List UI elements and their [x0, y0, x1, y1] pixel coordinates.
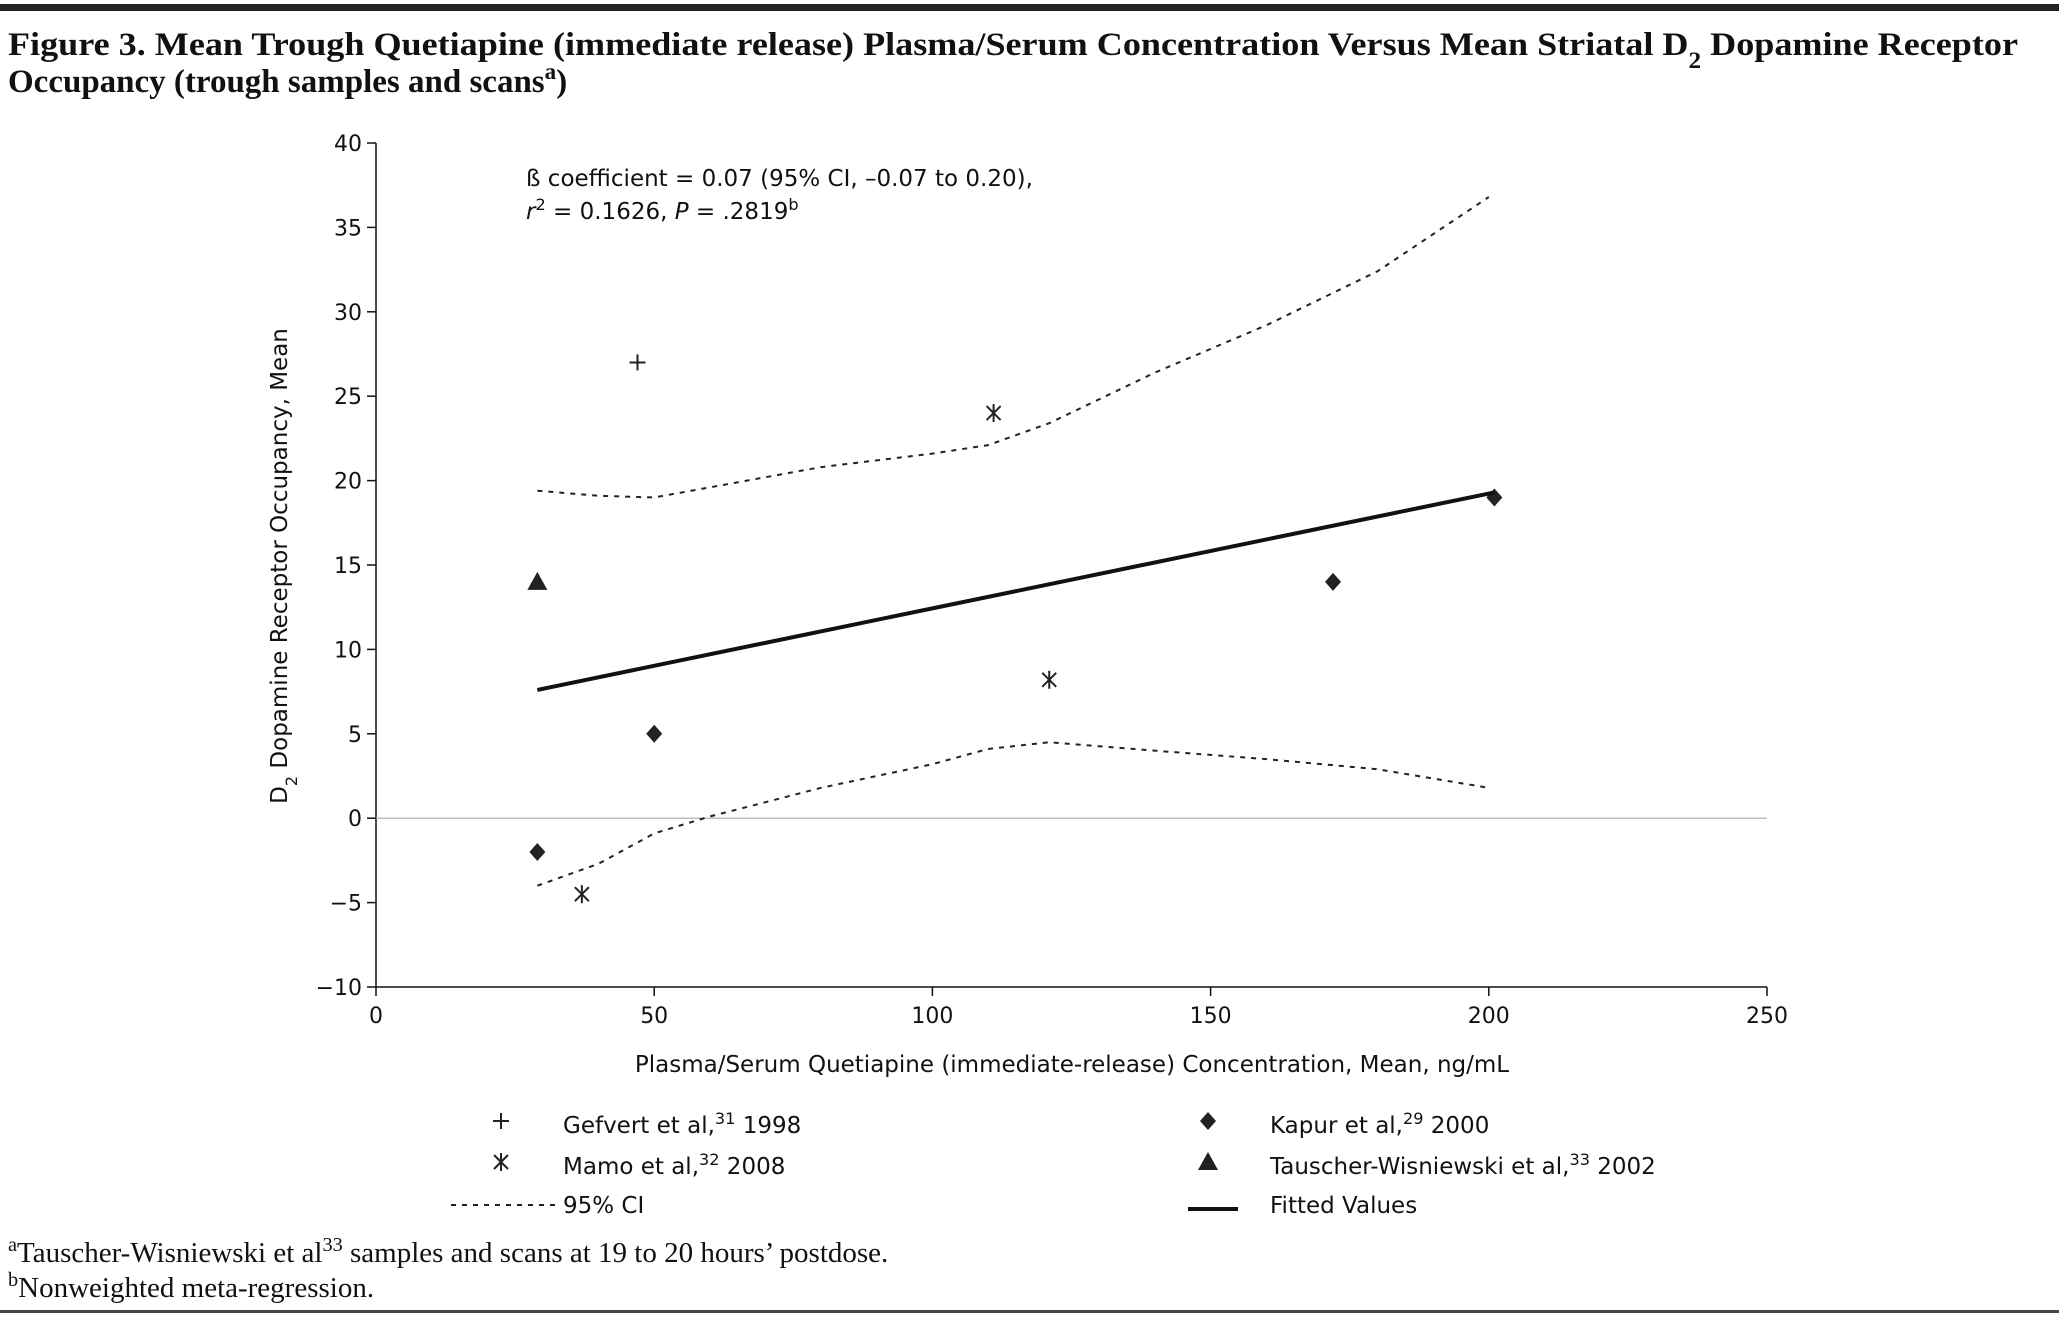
superscript: 31	[715, 1109, 735, 1128]
y-axis-label: D2 Dopamine Receptor Occupancy, Mean	[267, 328, 301, 804]
footnote: aTauscher-Wisniewski et al33 samples and…	[8, 1234, 888, 1269]
marker-diamond	[529, 842, 546, 861]
subscript: 2	[282, 776, 301, 786]
marker-diamond	[1486, 488, 1503, 507]
text-part: 2000	[1423, 1113, 1489, 1139]
text-part: )	[556, 64, 567, 100]
text-part: 2002	[1590, 1154, 1656, 1180]
legend-symbol	[1198, 1152, 1218, 1170]
x-tick-label: 200	[1468, 1004, 1510, 1029]
y-tick-label: 15	[334, 554, 362, 579]
shape	[527, 571, 548, 590]
shape	[1486, 488, 1503, 507]
legend-label: Kapur et al,29 2000	[1270, 1109, 1489, 1140]
subscript: 2	[1688, 47, 1701, 73]
legend-label: Gefvert et al,31 1998	[563, 1109, 801, 1140]
x-axis-label: Plasma/Serum Quetiapine (immediate-relea…	[635, 1052, 1509, 1078]
text-part: Nonweighted meta-regression.	[18, 1272, 374, 1304]
fitted-line	[536, 490, 1495, 692]
y-tick-label: −10	[316, 976, 362, 1001]
annotation: ß coefficient = 0.07 (95% CI, –0.07 to 0…	[526, 166, 1033, 192]
y-tick-label: 25	[334, 385, 362, 410]
chart-title: Figure 3. Mean Trough Quetiapine (immedi…	[8, 27, 2018, 73]
text-part: ß coefficient = 0.07 (95% CI, –0.07 to 0…	[526, 166, 1033, 192]
legend-symbol	[493, 1153, 509, 1171]
marker-diamond	[646, 724, 663, 743]
italic: r	[526, 199, 537, 225]
text-part: = 0.1626,	[546, 199, 675, 225]
legend-label: Fitted Values	[1270, 1193, 1417, 1219]
text-part: Kapur et al,	[1270, 1113, 1403, 1139]
superscript: b	[788, 195, 798, 214]
y-tick-label: 20	[334, 470, 362, 495]
text-part: 1998	[735, 1113, 801, 1139]
text-part: Dopamine Receptor Occupancy, Mean	[267, 328, 293, 776]
y-tick-label: 0	[348, 807, 362, 832]
text-part: Dopamine Receptor	[1701, 27, 2018, 63]
annotation: r2 = 0.1626, P = .2819b	[526, 195, 799, 226]
text-part: Figure 3. Mean Trough Quetiapine (immedi…	[8, 27, 1688, 63]
shape	[1325, 572, 1342, 591]
x-tick-label: 250	[1746, 1004, 1788, 1029]
text-part: 2008	[720, 1154, 786, 1180]
superscript: 33	[322, 1234, 342, 1256]
text-part: Plasma/Serum Quetiapine (immediate-relea…	[635, 1052, 1509, 1078]
superscript: b	[8, 1269, 18, 1291]
text-part: Gefvert et al,	[563, 1113, 715, 1139]
x-tick-label: 150	[1190, 1004, 1232, 1029]
x-tick-label: 100	[911, 1004, 953, 1029]
ci-upper	[537, 196, 1490, 499]
marker-triangle	[527, 571, 548, 590]
y-tick-label: 35	[334, 216, 362, 241]
superscript: 32	[699, 1150, 719, 1169]
superscript: a	[8, 1234, 17, 1256]
top-rule	[0, 4, 2059, 11]
superscript: 29	[1403, 1109, 1423, 1128]
superscript: 33	[1569, 1150, 1589, 1169]
y-tick-label: 40	[334, 132, 362, 157]
marker-asterisk	[1041, 670, 1057, 689]
y-tick-label: 30	[334, 301, 362, 326]
text-part: Tauscher-Wisniewski et al,	[1269, 1154, 1569, 1180]
marker-diamond	[1325, 572, 1342, 591]
y-tick-label: −5	[330, 892, 362, 917]
ci-lower	[537, 741, 1489, 887]
x-tick-label: 50	[640, 1004, 668, 1029]
legend-label: Tauscher-Wisniewski et al,33 2002	[1269, 1150, 1656, 1181]
bottom-rule	[0, 1310, 2059, 1313]
y-tick-label: 5	[348, 723, 362, 748]
legend-label: 95% CI	[563, 1193, 644, 1219]
footnote: bNonweighted meta-regression.	[8, 1269, 374, 1304]
text-part: Tauscher-Wisniewski et al	[17, 1237, 322, 1269]
x-tick-label: 0	[369, 1004, 383, 1029]
text-part: D	[267, 786, 293, 804]
italic: P	[675, 199, 689, 225]
marker-asterisk	[574, 885, 590, 904]
shape	[1198, 1152, 1218, 1170]
text-part: Fitted Values	[1270, 1193, 1417, 1219]
text-part: Mamo et al,	[563, 1154, 699, 1180]
superscript: 2	[535, 195, 545, 214]
text-part: Occupancy (trough samples and scans	[8, 64, 545, 100]
shape	[1200, 1112, 1216, 1130]
legend-symbol	[493, 1113, 509, 1129]
text-part: = .2819	[689, 199, 789, 225]
legend-symbol	[1200, 1112, 1216, 1130]
marker-asterisk	[985, 404, 1002, 423]
text-part: 95% CI	[563, 1193, 644, 1219]
marker-plus	[629, 354, 646, 371]
shape	[529, 842, 546, 861]
shape	[646, 724, 663, 743]
superscript: a	[545, 58, 557, 84]
chart-title: Occupancy (trough samples and scansa)	[8, 58, 567, 100]
legend-label: Mamo et al,32 2008	[563, 1150, 785, 1181]
y-tick-label: 10	[334, 638, 362, 663]
text-part: samples and scans at 19 to 20 hours’ pos…	[343, 1237, 889, 1269]
